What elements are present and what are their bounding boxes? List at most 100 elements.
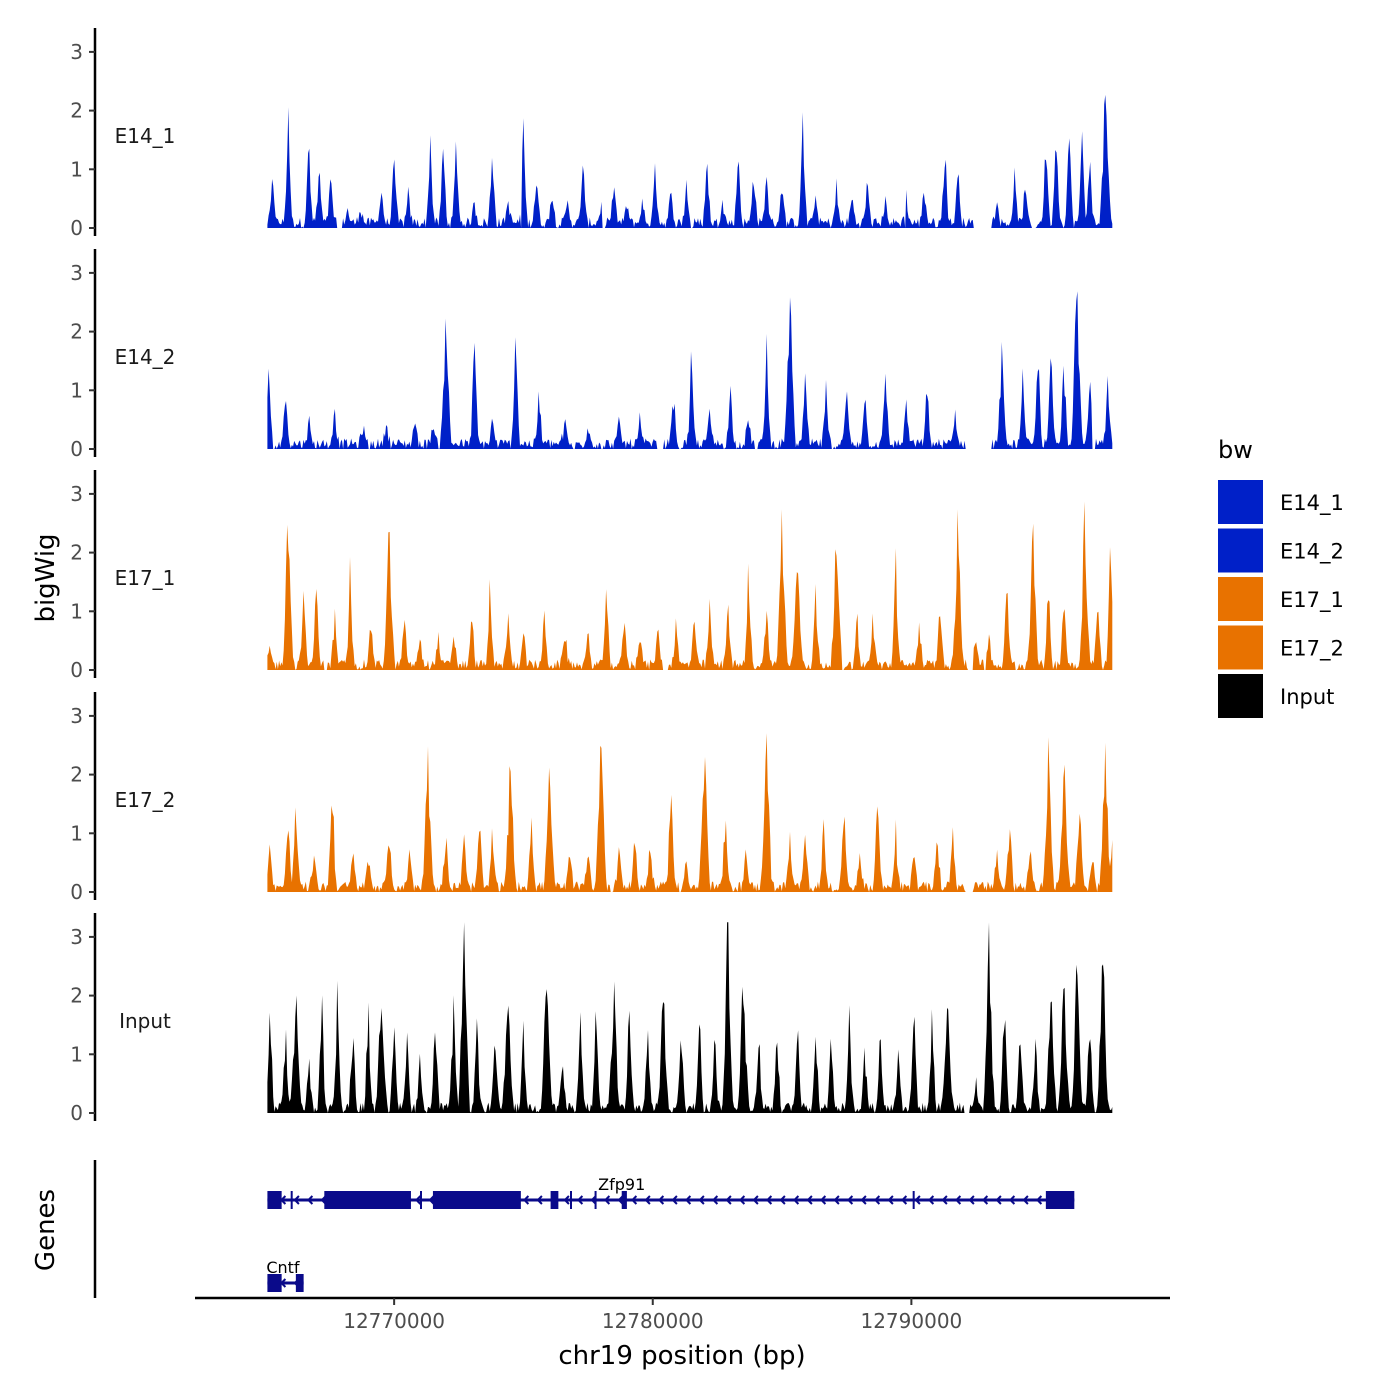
legend-swatch	[1218, 625, 1263, 670]
gene-track-title: Genes	[31, 1189, 61, 1271]
y-tick-label: 2	[70, 763, 83, 787]
strand-arrow	[900, 1195, 908, 1205]
y-tick-label: 3	[70, 261, 83, 285]
strand-arrow	[968, 1195, 975, 1205]
y-tick-label: 2	[70, 984, 83, 1008]
strand-arrow	[630, 1195, 638, 1205]
strand-arrow	[644, 1195, 651, 1205]
legend-label: E17_1	[1280, 588, 1344, 613]
gene-exon	[324, 1191, 411, 1209]
gene-exon	[295, 1274, 304, 1292]
gene-exon	[267, 1274, 282, 1292]
strand-arrow	[428, 1195, 435, 1205]
gene-exon	[621, 1191, 627, 1209]
strand-arrow	[765, 1195, 773, 1205]
track-label: E17_2	[115, 788, 176, 812]
strand-arrow	[779, 1195, 786, 1205]
strand-arrow	[752, 1195, 759, 1205]
x-tick-label: 12790000	[860, 1309, 962, 1333]
y-tick-label: 2	[70, 99, 83, 123]
y-tick-label: 3	[70, 704, 83, 728]
strand-arrow	[603, 1195, 611, 1205]
signal-area	[267, 733, 1113, 892]
gene-zfp91: Zfp91	[267, 1175, 1075, 1209]
track-label: E14_2	[115, 345, 176, 369]
x-tick-label: 12780000	[602, 1309, 704, 1333]
strand-arrow	[941, 1195, 948, 1205]
strand-arrow	[536, 1195, 543, 1205]
legend-item: Input	[1218, 674, 1334, 718]
strand-arrow	[576, 1195, 584, 1205]
strand-arrow	[954, 1195, 962, 1205]
legend-label: E17_2	[1280, 637, 1344, 662]
strand-arrow	[792, 1195, 800, 1205]
gene-label: Cntf	[266, 1258, 300, 1277]
y-tick-label: 3	[70, 482, 83, 506]
x-tick-label: 12770000	[343, 1309, 445, 1333]
signal-area	[267, 922, 1113, 1113]
track-label: Input	[119, 1009, 171, 1033]
track-e14-1: 0 1 2 3 E14_1	[70, 28, 1113, 240]
strand-arrow	[684, 1195, 692, 1205]
strand-arrow	[1008, 1195, 1016, 1205]
strand-arrow	[1022, 1195, 1029, 1205]
gene-exon	[594, 1191, 597, 1209]
y-tick-label: 1	[70, 821, 83, 845]
y-tick-label: 1	[70, 157, 83, 181]
strand-arrow	[819, 1195, 827, 1205]
strand-arrow	[293, 1195, 300, 1205]
strand-arrow	[306, 1195, 314, 1205]
signal-area	[267, 501, 1113, 670]
strand-arrow	[617, 1195, 624, 1205]
gene-track: Zfp91 Cntf	[93, 1160, 1075, 1298]
y-tick-label: 2	[70, 541, 83, 565]
strand-arrow	[698, 1195, 705, 1205]
strand-arrow	[887, 1195, 894, 1205]
strand-arrow	[738, 1195, 746, 1205]
y-tick-label: 0	[70, 216, 83, 240]
strand-arrow	[414, 1195, 422, 1205]
strand-arrow	[671, 1195, 678, 1205]
y-tick-label: 3	[70, 925, 83, 949]
legend-label: E14_2	[1280, 540, 1344, 565]
y-tick-label: 1	[70, 378, 83, 402]
strand-arrow	[563, 1195, 570, 1205]
track-label: E14_1	[115, 124, 176, 148]
legend-title: bw	[1218, 436, 1253, 464]
strand-arrow	[657, 1195, 665, 1205]
y-tick-label: 0	[70, 880, 83, 904]
legend: bw E14_1 E14_2 E17_1 E17_2 Input	[1218, 436, 1344, 718]
gene-exon	[912, 1191, 915, 1209]
gene-exon	[432, 1191, 521, 1209]
strand-arrow	[914, 1195, 921, 1205]
legend-swatch	[1218, 674, 1263, 718]
track-e17-1: 0 1 2 3 E17_1	[70, 470, 1113, 682]
legend-label: Input	[1280, 685, 1334, 709]
strand-arrow	[846, 1195, 854, 1205]
strand-arrow	[1035, 1195, 1043, 1205]
y-tick-label: 0	[70, 1101, 83, 1125]
gene-label: Zfp91	[598, 1175, 645, 1194]
y-tick-label: 0	[70, 437, 83, 461]
legend-swatch	[1218, 480, 1263, 524]
strand-arrow	[522, 1195, 530, 1205]
strand-arrow	[833, 1195, 840, 1205]
strand-arrow	[860, 1195, 867, 1205]
y-tick-label: 3	[70, 40, 83, 64]
signal-area	[267, 94, 1113, 229]
bigwig-tracks: 0 1 2 3 E14_1 0 1 2 3 E14_2 0 1 2 3 E17_1 0 1 2 3 E17_2 0 1 2 3…	[70, 28, 1113, 1125]
legend-item: E14_2	[1218, 528, 1344, 573]
gene-exon	[570, 1191, 572, 1209]
strand-arrow	[995, 1195, 1002, 1205]
y-axis-title: bigWig	[31, 533, 61, 622]
strand-arrow	[806, 1195, 813, 1205]
strand-arrow	[711, 1195, 719, 1205]
gene-exon	[267, 1191, 282, 1209]
y-tick-label: 2	[70, 320, 83, 344]
x-axis: 12770000 12780000 12790000	[195, 1296, 1170, 1333]
legend-swatch	[1218, 577, 1263, 621]
gene-exon	[420, 1191, 422, 1209]
gene-exon	[290, 1191, 293, 1209]
strand-arrow	[725, 1195, 732, 1205]
